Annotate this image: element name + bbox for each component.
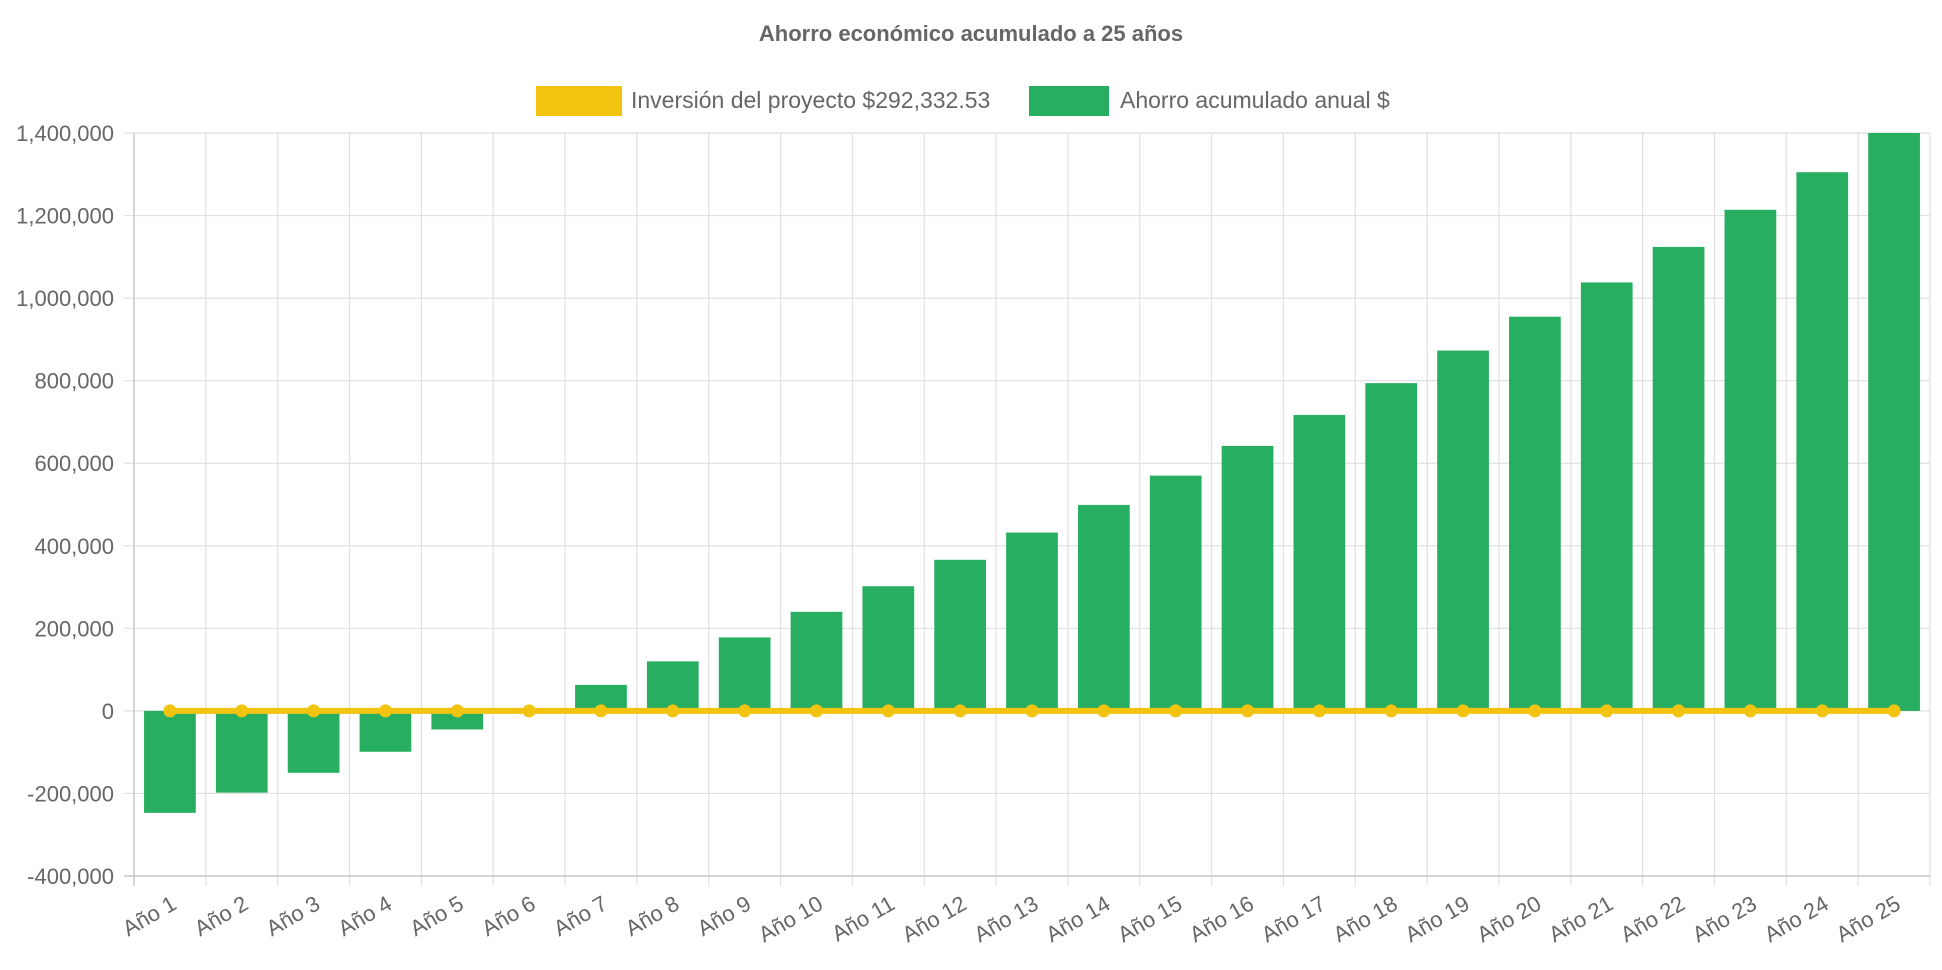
y-tick-label: -400,000 <box>27 864 114 889</box>
bar-11[interactable] <box>862 586 915 711</box>
investment-point-2[interactable] <box>235 704 249 718</box>
legend-label-savings: Ahorro acumulado anual $ <box>1120 87 1390 113</box>
investment-point-13[interactable] <box>1025 704 1039 718</box>
bar-1[interactable] <box>144 710 196 813</box>
investment-point-19[interactable] <box>1456 704 1470 718</box>
bar-18[interactable] <box>1365 383 1418 711</box>
y-axis-ticks: 1,400,000 1,200,000 1,000,000 800,000 600,00… <box>16 121 114 889</box>
bar-8[interactable] <box>646 661 699 711</box>
legend: Inversión del proyecto $292,332.53 Ahorr… <box>536 86 1390 116</box>
investment-point-8[interactable] <box>666 704 680 718</box>
legend-label-investment: Inversión del proyecto $292,332.53 <box>631 87 990 113</box>
investment-point-5[interactable] <box>450 704 464 718</box>
legend-item-savings[interactable]: Ahorro acumulado anual $ <box>1029 86 1390 116</box>
investment-point-24[interactable] <box>1815 704 1829 718</box>
investment-point-21[interactable] <box>1600 704 1614 718</box>
x-tick-label: Año 23 <box>1688 891 1761 948</box>
bar-21[interactable] <box>1580 282 1633 711</box>
x-tick-label: Año 4 <box>334 891 396 941</box>
y-tick-label: 400,000 <box>34 534 114 559</box>
y-tick-label: 0 <box>102 699 114 724</box>
bar-5[interactable] <box>431 710 484 730</box>
x-tick-label: Año 16 <box>1185 891 1258 948</box>
investment-line <box>163 704 1901 718</box>
y-tick-label: 1,400,000 <box>16 121 114 146</box>
y-tick-label: 1,000,000 <box>16 286 114 311</box>
bar-24[interactable] <box>1796 172 1849 711</box>
chart-title: Ahorro económico acumulado a 25 años <box>759 21 1183 46</box>
y-tick-label: 800,000 <box>34 369 114 394</box>
investment-point-16[interactable] <box>1241 704 1255 718</box>
x-tick-label: Año 22 <box>1616 891 1689 948</box>
x-tick-label: Año 10 <box>754 891 827 948</box>
x-tick-label: Año 24 <box>1760 891 1833 948</box>
investment-point-20[interactable] <box>1528 704 1542 718</box>
y-tick-label: -200,000 <box>27 781 114 806</box>
x-tick-label: Año 21 <box>1544 891 1617 948</box>
investment-point-14[interactable] <box>1097 704 1111 718</box>
investment-point-11[interactable] <box>881 704 895 718</box>
investment-point-15[interactable] <box>1169 704 1183 718</box>
bar-2[interactable] <box>215 710 268 793</box>
x-tick-label: Año 17 <box>1257 891 1330 948</box>
investment-point-3[interactable] <box>307 704 321 718</box>
y-tick-label: 1,200,000 <box>16 204 114 229</box>
x-tick-label: Año 12 <box>898 891 971 948</box>
investment-point-23[interactable] <box>1743 704 1757 718</box>
legend-item-investment[interactable]: Inversión del proyecto $292,332.53 <box>536 86 990 116</box>
y-tick-label: 200,000 <box>34 616 114 641</box>
legend-swatch-savings <box>1029 86 1109 116</box>
investment-point-7[interactable] <box>594 704 608 718</box>
x-tick-label: Año 25 <box>1832 891 1905 948</box>
x-tick-label: Año 3 <box>262 891 324 941</box>
bar-23[interactable] <box>1724 209 1777 711</box>
y-tick-label: 600,000 <box>34 451 114 476</box>
grid <box>124 132 1931 886</box>
x-tick-label: Año 9 <box>693 891 755 941</box>
bar-12[interactable] <box>934 559 987 711</box>
bar-25[interactable] <box>1868 133 1920 711</box>
x-tick-label: Año 18 <box>1329 891 1402 948</box>
x-tick-label: Año 2 <box>190 891 252 941</box>
investment-point-9[interactable] <box>738 704 752 718</box>
bar-17[interactable] <box>1293 414 1346 711</box>
x-tick-label: Año 15 <box>1113 891 1186 948</box>
investment-point-17[interactable] <box>1312 704 1326 718</box>
x-tick-label: Año 1 <box>118 891 180 941</box>
x-tick-label: Año 11 <box>827 891 898 947</box>
investment-point-22[interactable] <box>1672 704 1686 718</box>
investment-point-25[interactable] <box>1887 704 1901 718</box>
legend-swatch-investment <box>536 86 622 116</box>
x-tick-label: Año 14 <box>1041 891 1114 948</box>
bar-16[interactable] <box>1221 445 1274 711</box>
investment-point-10[interactable] <box>809 704 823 718</box>
x-axis-ticks: Año 1 Año 2 Año 3 Año 4 Año 5 Año 6 Año 7 Año 8… <box>118 891 1904 948</box>
x-tick-label: Año 19 <box>1401 891 1474 948</box>
x-tick-label: Año 8 <box>621 891 683 941</box>
bar-14[interactable] <box>1077 504 1130 711</box>
investment-point-12[interactable] <box>953 704 967 718</box>
investment-point-6[interactable] <box>522 704 536 718</box>
x-tick-label: Año 20 <box>1472 891 1545 948</box>
bar-22[interactable] <box>1652 246 1705 711</box>
bar-20[interactable] <box>1509 316 1561 711</box>
x-tick-label: Año 5 <box>405 891 467 941</box>
bar-3[interactable] <box>287 710 340 773</box>
investment-point-4[interactable] <box>378 704 392 718</box>
x-tick-label: Año 6 <box>477 891 539 941</box>
bars <box>144 133 1920 813</box>
bar-4[interactable] <box>359 710 412 752</box>
bar-15[interactable] <box>1149 475 1202 711</box>
bar-19[interactable] <box>1437 350 1489 711</box>
bar-10[interactable] <box>790 611 843 711</box>
x-tick-label: Año 13 <box>970 891 1043 948</box>
x-tick-label: Año 7 <box>549 891 611 941</box>
investment-point-1[interactable] <box>163 704 177 718</box>
bar-13[interactable] <box>1006 532 1058 711</box>
investment-point-18[interactable] <box>1384 704 1398 718</box>
bar-9[interactable] <box>718 637 771 711</box>
